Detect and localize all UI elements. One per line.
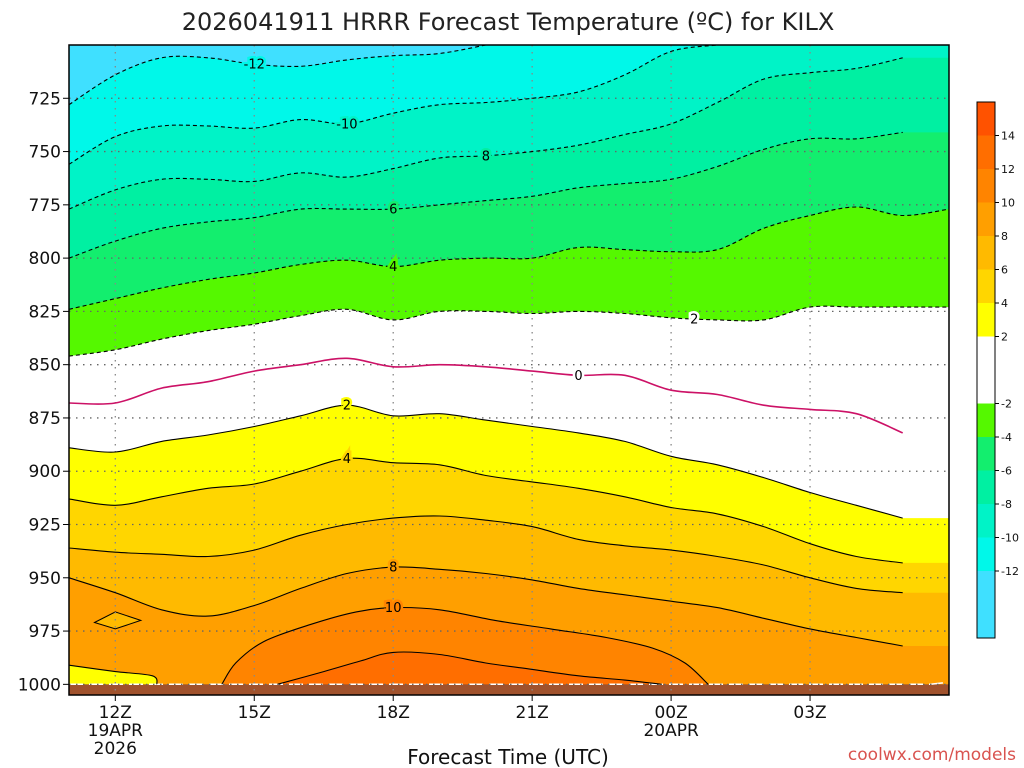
colorbar-label: -6 bbox=[1001, 465, 1012, 478]
contour-label: 10 bbox=[385, 601, 402, 616]
y-tick-label: 925 bbox=[29, 516, 61, 536]
y-tick-label: 850 bbox=[29, 356, 61, 376]
colorbar-swatch bbox=[977, 169, 995, 203]
colorbar-swatch bbox=[977, 470, 995, 504]
x-axis-title: Forecast Time (UTC) bbox=[407, 745, 609, 768]
warm-pocket bbox=[93, 611, 143, 630]
contour-label: 6 bbox=[389, 203, 397, 218]
y-tick-label: 800 bbox=[29, 249, 61, 269]
x-tick-label: 21Z bbox=[516, 703, 549, 723]
x-tick-label: 03Z bbox=[793, 703, 826, 723]
contour-label: -12 bbox=[244, 58, 265, 73]
y-tick-label: 875 bbox=[29, 409, 61, 429]
colorbar-label: -2 bbox=[1001, 398, 1012, 411]
contour-label: 8 bbox=[482, 149, 490, 164]
contour-label: 2 bbox=[690, 312, 698, 327]
x-tick-label: 20APR bbox=[643, 721, 699, 741]
ground-fill bbox=[69, 684, 949, 695]
y-tick-label: 750 bbox=[29, 143, 61, 163]
y-tick-label: 725 bbox=[29, 89, 61, 109]
contour-label: 0 bbox=[574, 369, 582, 384]
colorbar-swatch bbox=[977, 437, 995, 471]
colorbar-frame bbox=[976, 101, 996, 639]
x-tick-label: 18Z bbox=[377, 703, 410, 723]
contour-label: 4 bbox=[389, 260, 397, 275]
y-tick-label: 825 bbox=[29, 302, 61, 322]
colorbar-label: -12 bbox=[1001, 565, 1019, 578]
contour-line--6 bbox=[69, 131, 903, 259]
contour-line--8 bbox=[69, 57, 903, 210]
colorbar-label: -10 bbox=[1001, 532, 1019, 545]
contour-line--10 bbox=[69, 45, 718, 165]
colorbar-swatch bbox=[977, 269, 995, 303]
contour-line--4 bbox=[69, 206, 949, 310]
contour-line-4 bbox=[69, 664, 158, 685]
y-tick-label: 950 bbox=[29, 569, 61, 589]
colorbar-label: 6 bbox=[1001, 264, 1008, 277]
contour-line--2 bbox=[69, 305, 949, 357]
contour-labels: -12 -10 8 6 4 2 0 2 4 8 10 bbox=[241, 55, 701, 618]
colorbar-swatch bbox=[977, 303, 995, 337]
y-tick-label: 975 bbox=[29, 622, 61, 642]
x-tick-label: 12Z bbox=[99, 703, 132, 723]
colorbar-swatch bbox=[977, 336, 995, 404]
colorbar-label: 4 bbox=[1001, 297, 1008, 310]
colorbar-swatch bbox=[977, 403, 995, 437]
colorbar-swatch bbox=[977, 537, 995, 571]
contour-label: 4 bbox=[343, 452, 351, 467]
contour-line-10 bbox=[221, 606, 709, 685]
colorbar-label: -8 bbox=[1001, 498, 1012, 511]
contour-line-0 bbox=[69, 357, 904, 434]
contour-label: -10 bbox=[336, 117, 357, 132]
colorbar-swatch bbox=[977, 202, 995, 236]
colorbar-swatch bbox=[977, 236, 995, 270]
chart-title: 2026041911 HRRR Forecast Temperature (ºC… bbox=[182, 8, 835, 36]
colorbar-label: 8 bbox=[1001, 230, 1008, 243]
contour-label: 2 bbox=[343, 399, 351, 414]
colorbar-label: 10 bbox=[1001, 197, 1015, 210]
colorbar-swatch bbox=[977, 135, 995, 169]
x-tick-label: 19APR bbox=[88, 721, 144, 741]
colorbar: -12 -10 -8 -6 -4 -2 2 4 6 8 10 12 14 bbox=[976, 101, 1019, 639]
plot-frame bbox=[68, 44, 950, 696]
contour-line-2 bbox=[69, 404, 903, 519]
colorbar-swatch bbox=[977, 504, 995, 538]
colorbar-swatch bbox=[977, 102, 995, 136]
contour-label: 8 bbox=[389, 561, 397, 576]
x-tick-label: 15Z bbox=[238, 703, 271, 723]
colorbar-label: -4 bbox=[1001, 431, 1012, 444]
x-tick-label: 2026 bbox=[94, 739, 137, 759]
contour-line-4 bbox=[69, 457, 903, 564]
colorbar-swatch bbox=[977, 571, 995, 638]
y-tick-label: 775 bbox=[29, 196, 61, 216]
x-tick-label: 00Z bbox=[654, 703, 687, 723]
contour-lines bbox=[69, 45, 949, 685]
watermark-text: coolwx.com/models bbox=[848, 745, 1016, 765]
y-tick-label: 900 bbox=[29, 462, 61, 482]
y-axis: 725 750 775 800 825 850 875 900 925 950 975 1000 bbox=[18, 89, 69, 695]
contour-line-6 bbox=[69, 515, 903, 594]
contour-line-8 bbox=[69, 566, 903, 647]
plot-area bbox=[69, 45, 949, 695]
colorbar-label: 12 bbox=[1001, 163, 1015, 176]
contour-line-12 bbox=[277, 651, 662, 685]
colorbar-label: 2 bbox=[1001, 331, 1008, 344]
contour-line--12 bbox=[69, 45, 486, 106]
colorbar-label: 14 bbox=[1001, 130, 1015, 143]
y-tick-label: 1000 bbox=[18, 675, 61, 695]
